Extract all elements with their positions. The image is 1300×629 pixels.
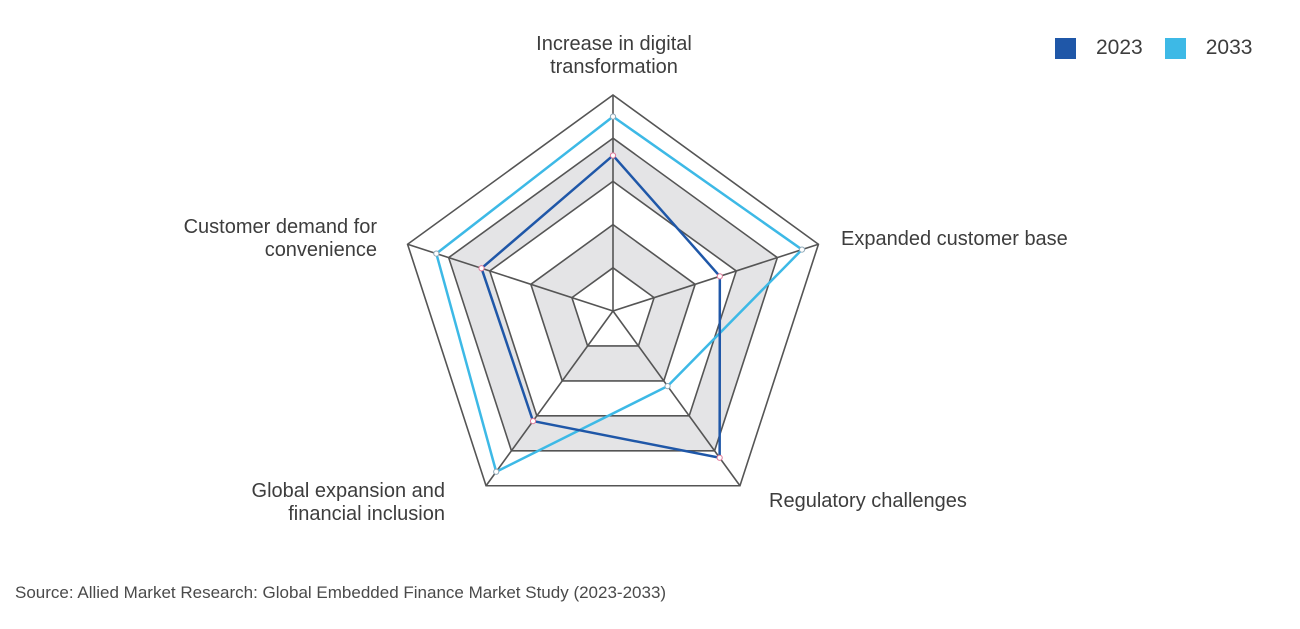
legend-label: 2033	[1205, 36, 1253, 59]
axis-spoke	[612, 243, 819, 312]
legend-item-2023: 2023	[1055, 36, 1143, 60]
axis-label-line: convenience	[264, 239, 377, 261]
grid-ring	[447, 137, 779, 452]
axis-label-line: Expanded customer base	[841, 228, 1068, 250]
radar-shaded-bands	[448, 138, 778, 451]
axis-label-line: Regulatory challenges	[769, 490, 967, 512]
grid-ring	[488, 180, 738, 417]
source-note: Source: Allied Market Research: Global E…	[15, 583, 667, 602]
axis-label-line: Increase in digital	[536, 33, 692, 55]
axis-spoke	[485, 310, 614, 487]
data-point	[493, 468, 500, 475]
axis-label-regulatory-challenges: Regulatory challenges	[769, 490, 967, 513]
axis-label-global-expansion: Global expansion and financial inclusion	[200, 480, 445, 526]
chart-legend: 2023 2033	[1055, 36, 1274, 60]
data-point	[433, 250, 440, 257]
series-2033	[434, 115, 804, 474]
axis-spoke	[407, 243, 614, 312]
radar-series	[433, 113, 806, 475]
shaded-band	[530, 224, 696, 381]
axis-label-line: financial inclusion	[288, 503, 445, 525]
legend-item-2033: 2033	[1164, 36, 1253, 60]
axis-label-line: Customer demand for	[183, 216, 377, 238]
axis-label-expanded-customer-base: Expanded customer base	[841, 228, 1068, 251]
data-point	[609, 152, 617, 159]
data-point	[478, 265, 485, 272]
shaded-band	[448, 138, 778, 451]
legend-label: 2023	[1096, 36, 1143, 59]
data-point	[664, 383, 671, 390]
axis-label-digital-transformation: Increase in digital transformation	[500, 33, 728, 79]
axis-label-customer-demand: Customer demand for convenience	[130, 216, 377, 262]
data-point	[529, 417, 537, 425]
data-point	[716, 273, 723, 280]
axis-label-line: Global expansion and	[251, 480, 445, 502]
grid-ring	[570, 266, 656, 347]
legend-swatch-2023	[1055, 37, 1076, 59]
data-point	[798, 246, 806, 253]
grid-ring	[406, 94, 820, 487]
series-2023	[480, 153, 722, 460]
legend-swatch-2033	[1164, 37, 1186, 59]
data-point	[716, 454, 723, 461]
axis-label-line: transformation	[550, 56, 678, 78]
grid-ring	[529, 223, 697, 382]
data-point	[609, 113, 617, 120]
